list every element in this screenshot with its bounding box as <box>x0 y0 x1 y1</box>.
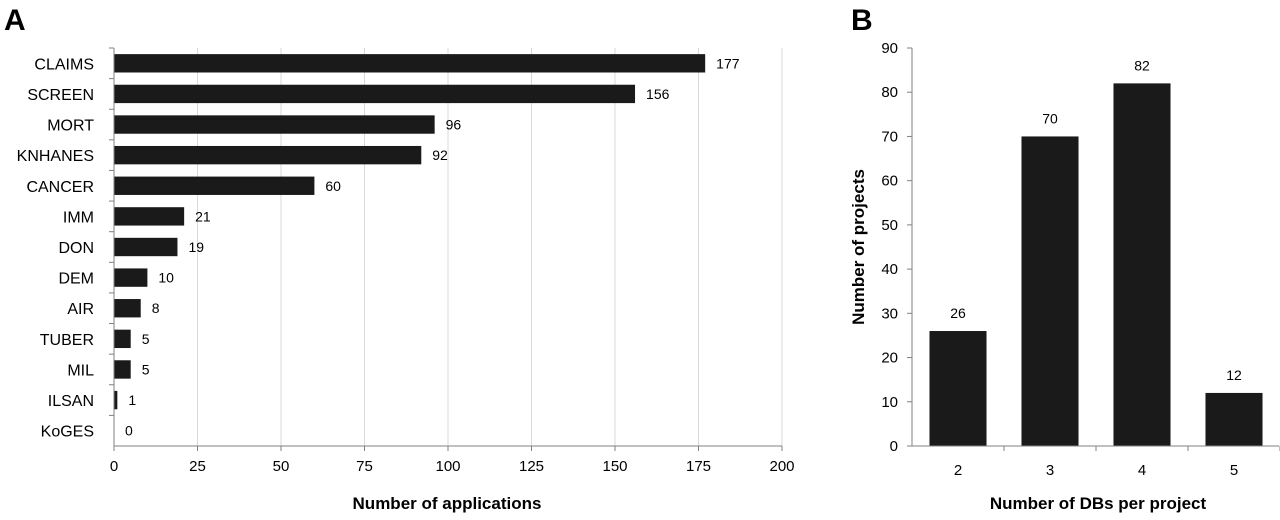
chart-a-category-label: AIR <box>67 301 94 318</box>
chart-b-y-tick-label: 90 <box>881 40 898 57</box>
chart-a-category-label: ILSAN <box>48 393 94 410</box>
chart-b-category-label: 5 <box>1230 462 1238 479</box>
chart-a-category-label: MIL <box>67 362 94 379</box>
chart-b-y-tick-label: 70 <box>881 128 898 145</box>
chart-a-category-labels: CLAIMS SCREEN MORT KNHANES CANCER IMM DON DEM AI… <box>17 56 95 440</box>
chart-b-y-tick-label: 60 <box>881 173 898 190</box>
chart-a-category-label: DEM <box>58 271 94 288</box>
chart-a-x-tick-label: 25 <box>189 458 206 475</box>
chart-a-bar <box>114 360 131 379</box>
chart-a-x-tick-label: 150 <box>602 458 627 475</box>
chart-a-category-label: SCREEN <box>27 87 94 104</box>
chart-a-bar <box>114 54 706 73</box>
chart-a-data-label: 1 <box>128 392 136 408</box>
chart-b-y-tick-label: 80 <box>881 84 898 101</box>
chart-a-data-label: 96 <box>446 117 462 133</box>
panel-label-a: A <box>4 4 26 37</box>
chart-a-category-label: TUBER <box>40 332 94 349</box>
chart-a-bar <box>114 299 141 318</box>
chart-a-category-label: CLAIMS <box>34 56 94 73</box>
chart-b-y-tick-label: 30 <box>881 305 898 322</box>
chart-a-x-axis-title: Number of applications <box>353 494 542 513</box>
chart-a-data-label: 19 <box>188 239 204 255</box>
chart-a-x-ticks: 0 25 50 75 100 125 150 175 200 <box>110 446 795 475</box>
chart-b-bar <box>929 331 987 446</box>
chart-b-data-label: 26 <box>950 305 966 321</box>
chart-a-data-label: 60 <box>325 178 341 194</box>
chart-a-bar <box>114 390 118 410</box>
chart-a-category-label: CANCER <box>26 179 94 196</box>
chart-a-data-label: 156 <box>646 86 670 102</box>
chart-b-bars <box>929 83 1263 446</box>
chart-a: A 0 25 50 75 100 125 150 175 200 CLAIMSSCREENMOR… <box>4 4 795 513</box>
chart-a-data-label: 5 <box>142 361 150 377</box>
chart-b-y-tick-label: 20 <box>881 350 898 367</box>
chart-b-data-labels: 26 70 82 12 <box>950 57 1242 383</box>
chart-a-x-tick-label: 50 <box>273 458 290 475</box>
chart-b-x-ticks: 2 3 4 5 <box>954 446 1280 479</box>
panel-label-b: B <box>851 4 873 37</box>
chart-a-data-label: 5 <box>142 331 150 347</box>
chart-b: B 0 10 20 30 40 50 60 70 80 90 2 3 4 5 26 70 82 12 Numb… <box>849 4 1280 513</box>
chart-b-bar <box>1021 136 1079 446</box>
chart-a-axes <box>109 47 782 447</box>
chart-b-y-axis-title: Number of projects <box>849 169 868 325</box>
chart-a-data-label: 21 <box>195 208 211 224</box>
chart-b-data-label: 70 <box>1042 110 1058 126</box>
chart-a-bar <box>114 268 148 287</box>
chart-a-bar <box>114 115 435 134</box>
chart-a-bar <box>114 237 178 257</box>
chart-a-x-tick-label: 125 <box>519 458 544 475</box>
chart-a-bars <box>114 54 706 410</box>
chart-b-category-label: 2 <box>954 462 962 479</box>
chart-b-y-tick-label: 40 <box>881 261 898 278</box>
chart-a-data-label: 177 <box>716 55 740 71</box>
chart-b-y-tick-label: 10 <box>881 394 898 411</box>
chart-a-gridlines <box>197 48 783 446</box>
chart-a-x-tick-label: 0 <box>110 458 118 475</box>
chart-b-y-tick-label: 50 <box>881 217 898 234</box>
chart-a-data-label: 8 <box>152 300 160 316</box>
chart-a-x-tick-label: 200 <box>769 458 794 475</box>
chart-a-category-label: DON <box>58 240 94 257</box>
chart-b-y-ticks: 0 10 20 30 40 50 60 70 80 90 <box>881 40 912 455</box>
chart-b-category-label: 3 <box>1046 462 1054 479</box>
chart-a-bar <box>114 329 131 349</box>
chart-b-bar <box>1113 83 1171 446</box>
chart-a-category-label: IMM <box>63 209 94 226</box>
chart-a-x-tick-label: 75 <box>356 458 373 475</box>
chart-b-category-label: 4 <box>1138 462 1146 479</box>
chart-a-x-tick-label: 100 <box>435 458 460 475</box>
chart-b-y-tick-label: 0 <box>890 438 898 455</box>
chart-a-category-label: KNHANES <box>17 148 94 165</box>
chart-b-data-label: 82 <box>1134 57 1150 73</box>
chart-a-bar <box>114 176 315 195</box>
chart-a-data-label: 10 <box>158 270 174 286</box>
chart-a-data-label: 92 <box>432 147 448 163</box>
chart-a-data-label: 0 <box>125 423 133 439</box>
chart-a-x-tick-label: 175 <box>686 458 711 475</box>
chart-a-bar <box>114 145 422 165</box>
chart-b-x-axis-title: Number of DBs per project <box>990 494 1207 513</box>
chart-a-bar <box>114 84 636 104</box>
chart-a-bar <box>114 207 185 226</box>
chart-b-data-label: 12 <box>1226 367 1242 383</box>
chart-a-category-label: KoGES <box>41 424 94 441</box>
chart-b-bar <box>1205 392 1263 446</box>
chart-a-category-label: MORT <box>47 118 94 135</box>
